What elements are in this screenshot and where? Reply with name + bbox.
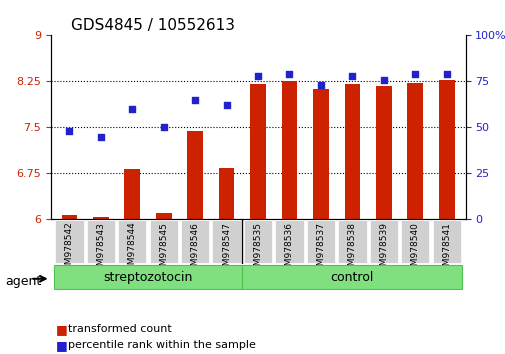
FancyBboxPatch shape bbox=[369, 220, 397, 263]
Bar bbox=[156, 213, 171, 219]
Point bbox=[347, 73, 356, 79]
Point bbox=[379, 77, 387, 82]
FancyBboxPatch shape bbox=[275, 220, 303, 263]
Text: GSM978546: GSM978546 bbox=[190, 222, 199, 276]
FancyBboxPatch shape bbox=[243, 220, 272, 263]
FancyBboxPatch shape bbox=[86, 220, 115, 263]
Bar bbox=[62, 215, 77, 219]
FancyBboxPatch shape bbox=[118, 220, 146, 263]
Text: transformed count: transformed count bbox=[68, 324, 172, 334]
Text: percentile rank within the sample: percentile rank within the sample bbox=[68, 340, 256, 350]
FancyBboxPatch shape bbox=[55, 220, 83, 263]
Bar bbox=[218, 168, 234, 219]
Text: control: control bbox=[330, 270, 373, 284]
Text: GSM978538: GSM978538 bbox=[347, 222, 356, 277]
Text: streptozotocin: streptozotocin bbox=[103, 270, 192, 284]
Bar bbox=[187, 131, 203, 219]
Text: GSM978535: GSM978535 bbox=[253, 222, 262, 277]
Text: GDS4845 / 10552613: GDS4845 / 10552613 bbox=[71, 18, 235, 33]
FancyBboxPatch shape bbox=[242, 265, 462, 289]
Text: GSM978543: GSM978543 bbox=[96, 222, 105, 276]
Point bbox=[285, 71, 293, 77]
Point bbox=[316, 82, 324, 88]
Text: GSM978539: GSM978539 bbox=[379, 222, 387, 277]
Point bbox=[411, 71, 419, 77]
Text: ■: ■ bbox=[56, 339, 67, 352]
FancyBboxPatch shape bbox=[400, 220, 429, 263]
Text: GSM978540: GSM978540 bbox=[410, 222, 419, 276]
FancyBboxPatch shape bbox=[337, 220, 366, 263]
Text: GSM978545: GSM978545 bbox=[159, 222, 168, 276]
Bar bbox=[124, 169, 140, 219]
FancyBboxPatch shape bbox=[212, 220, 240, 263]
Bar bbox=[407, 83, 422, 219]
Point bbox=[65, 128, 73, 134]
Point bbox=[222, 103, 230, 108]
Bar bbox=[344, 85, 360, 219]
Text: ■: ■ bbox=[56, 323, 67, 336]
Bar bbox=[93, 217, 109, 219]
FancyBboxPatch shape bbox=[432, 220, 460, 263]
Text: GSM978547: GSM978547 bbox=[222, 222, 231, 276]
Text: GSM978542: GSM978542 bbox=[65, 222, 74, 276]
Point bbox=[96, 134, 105, 139]
Point bbox=[254, 73, 262, 79]
Bar bbox=[438, 80, 453, 219]
Text: GSM978544: GSM978544 bbox=[128, 222, 136, 276]
Bar bbox=[313, 89, 328, 219]
Text: GSM978537: GSM978537 bbox=[316, 222, 325, 277]
Point bbox=[160, 125, 168, 130]
Text: GSM978536: GSM978536 bbox=[284, 222, 293, 277]
Text: GSM978541: GSM978541 bbox=[441, 222, 450, 276]
Text: agent: agent bbox=[5, 275, 41, 288]
Bar bbox=[375, 86, 391, 219]
Bar bbox=[249, 85, 266, 219]
Point bbox=[128, 106, 136, 112]
Bar bbox=[281, 81, 297, 219]
FancyBboxPatch shape bbox=[54, 265, 242, 289]
FancyBboxPatch shape bbox=[181, 220, 209, 263]
FancyBboxPatch shape bbox=[306, 220, 334, 263]
Point bbox=[191, 97, 199, 103]
Point bbox=[442, 71, 450, 77]
FancyBboxPatch shape bbox=[149, 220, 178, 263]
